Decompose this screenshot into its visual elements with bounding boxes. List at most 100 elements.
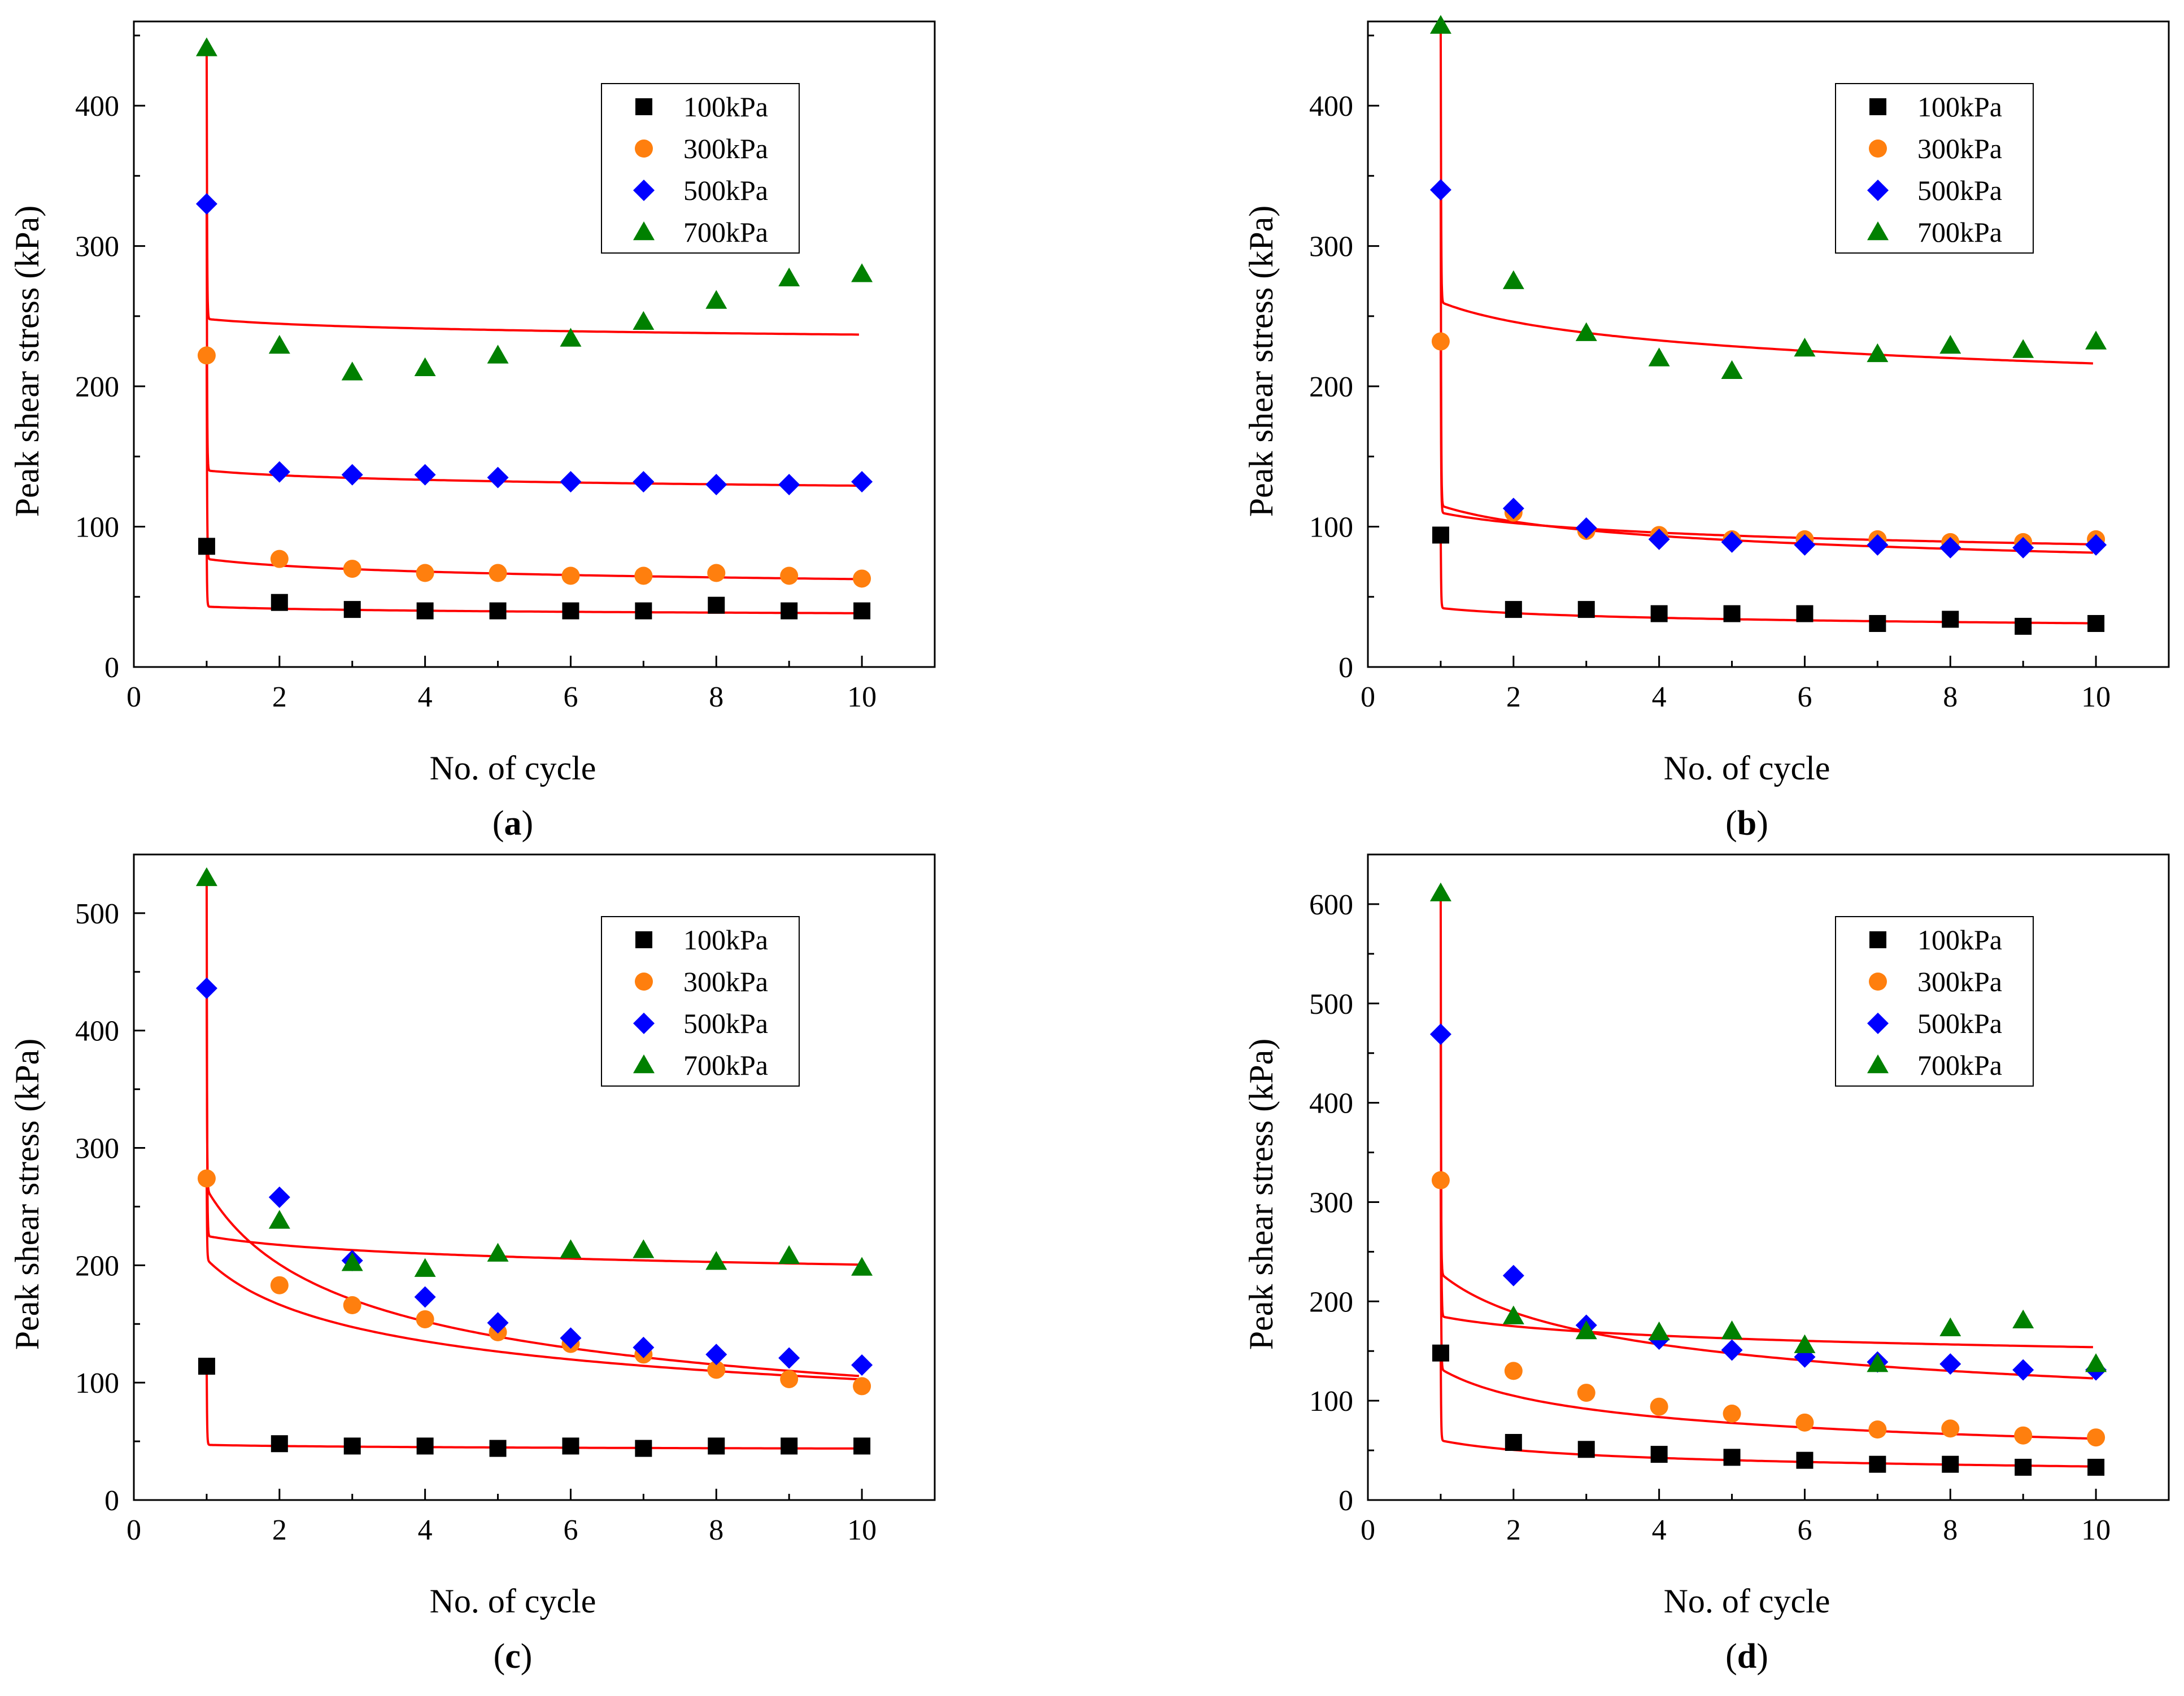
data-point-100kPa — [1869, 614, 1886, 632]
data-point-700kPa — [705, 290, 727, 309]
legend-label: 500kPa — [683, 1008, 768, 1039]
x-tick-label: 10 — [2081, 1514, 2111, 1546]
plot-frame — [1367, 20, 2170, 668]
data-point-300kPa — [1431, 332, 1450, 351]
data-point-500kPa — [1429, 1023, 1451, 1045]
data-point-300kPa — [489, 564, 507, 582]
data-point-500kPa — [705, 1344, 727, 1366]
data-point-100kPa — [1577, 601, 1595, 618]
data-point-500kPa — [1502, 498, 1524, 520]
data-point-100kPa — [1505, 601, 1522, 618]
data-point-700kPa — [414, 1258, 436, 1277]
y-tick-label: 100 — [75, 512, 119, 544]
data-point-700kPa — [2085, 330, 2107, 350]
data-point-100kPa — [1723, 1449, 1741, 1466]
data-point-500kPa — [2085, 534, 2107, 556]
data-point-700kPa — [1867, 343, 1889, 363]
data-point-700kPa — [560, 328, 582, 347]
data-point-700kPa — [560, 1239, 582, 1258]
data-point-700kPa — [1939, 334, 1961, 354]
data-point-300kPa — [634, 566, 653, 585]
data-point-100kPa — [562, 1437, 579, 1455]
fit-curve-700kPa — [1439, 25, 2093, 365]
legend-box — [1835, 916, 2034, 1087]
data-point-500kPa — [1721, 531, 1743, 553]
data-point-500kPa — [851, 1354, 873, 1376]
data-point-500kPa — [1502, 1265, 1524, 1287]
y-axis-title: Peak shear stress (kPa) — [8, 1039, 46, 1350]
y-tick-label: 400 — [1309, 1088, 1353, 1120]
data-point-700kPa — [1648, 347, 1670, 367]
data-point-300kPa — [707, 564, 726, 582]
legend-marker-100kPa — [1869, 98, 1886, 115]
plot-frame — [133, 853, 936, 1501]
data-point-300kPa — [416, 1310, 434, 1328]
data-point-300kPa — [853, 569, 871, 588]
data-point-100kPa — [271, 1435, 288, 1453]
data-point-500kPa — [487, 1312, 509, 1334]
legend-box — [601, 83, 800, 254]
legend-label: 100kPa — [1917, 924, 2002, 956]
data-point-700kPa — [1502, 1305, 1524, 1324]
data-point-300kPa — [780, 1370, 799, 1388]
y-tick-label: 400 — [1309, 90, 1353, 123]
data-point-500kPa — [1867, 534, 1889, 556]
fit-curve-100kPa — [205, 546, 859, 614]
legend-marker-700kPa — [633, 1054, 655, 1074]
fit-curve-700kPa — [205, 48, 859, 336]
data-point-100kPa — [1432, 526, 1449, 544]
fit-curve-100kPa — [1439, 1353, 2093, 1468]
y-tick-label: 200 — [1309, 1286, 1353, 1318]
data-point-500kPa — [1721, 1339, 1743, 1361]
data-point-500kPa — [633, 471, 655, 493]
x-axis-title: No. of cycle — [1664, 749, 1830, 787]
x-tick-label: 10 — [2081, 681, 2111, 713]
legend-label: 300kPa — [683, 966, 768, 997]
data-point-100kPa — [853, 1437, 871, 1455]
data-point-700kPa — [1648, 1321, 1670, 1341]
legend-marker-700kPa — [1867, 221, 1889, 241]
data-point-100kPa — [343, 1437, 361, 1455]
x-tick-label: 6 — [563, 681, 578, 713]
data-point-500kPa — [778, 1347, 800, 1369]
y-tick-label: 500 — [1309, 988, 1353, 1021]
data-point-300kPa — [1577, 1384, 1596, 1402]
y-tick-label: 300 — [1309, 1187, 1353, 1219]
data-point-100kPa — [1432, 1344, 1449, 1362]
y-tick-label: 600 — [1309, 889, 1353, 921]
data-point-300kPa — [2087, 1428, 2105, 1447]
data-point-500kPa — [1648, 528, 1670, 550]
data-point-100kPa — [1577, 1441, 1595, 1458]
legend-marker-700kPa — [1867, 1054, 1889, 1074]
legend-box — [601, 916, 800, 1087]
legend-label: 300kPa — [1917, 966, 2002, 997]
x-tick-label: 6 — [1797, 681, 1812, 713]
fit-curve-700kPa — [1439, 893, 2093, 1349]
data-point-700kPa — [341, 361, 363, 381]
data-point-300kPa — [270, 550, 289, 568]
data-point-700kPa — [778, 1245, 800, 1264]
data-point-100kPa — [1942, 1455, 1959, 1473]
x-tick-label: 4 — [1652, 681, 1667, 713]
x-tick-label: 8 — [1943, 1514, 1958, 1546]
x-tick-label: 0 — [127, 681, 141, 713]
data-point-700kPa — [195, 37, 217, 56]
data-point-500kPa — [2012, 537, 2034, 559]
legend: 100kPa 300kPa 500kPa 700kPa — [601, 83, 800, 254]
y-tick-label: 500 — [75, 898, 119, 930]
data-point-100kPa — [489, 602, 507, 620]
data-point-100kPa — [562, 602, 579, 620]
legend-marker-500kPa — [633, 1013, 655, 1034]
data-point-500kPa — [1575, 517, 1597, 539]
data-point-700kPa — [2085, 1353, 2107, 1372]
fit-curve-500kPa — [1439, 1034, 2093, 1380]
data-point-100kPa — [2087, 1458, 2105, 1476]
legend-label: 100kPa — [683, 91, 768, 123]
data-point-100kPa — [708, 596, 725, 614]
panel-caption: (c) — [494, 1637, 533, 1676]
data-point-700kPa — [1794, 1334, 1816, 1353]
data-point-700kPa — [195, 867, 217, 886]
